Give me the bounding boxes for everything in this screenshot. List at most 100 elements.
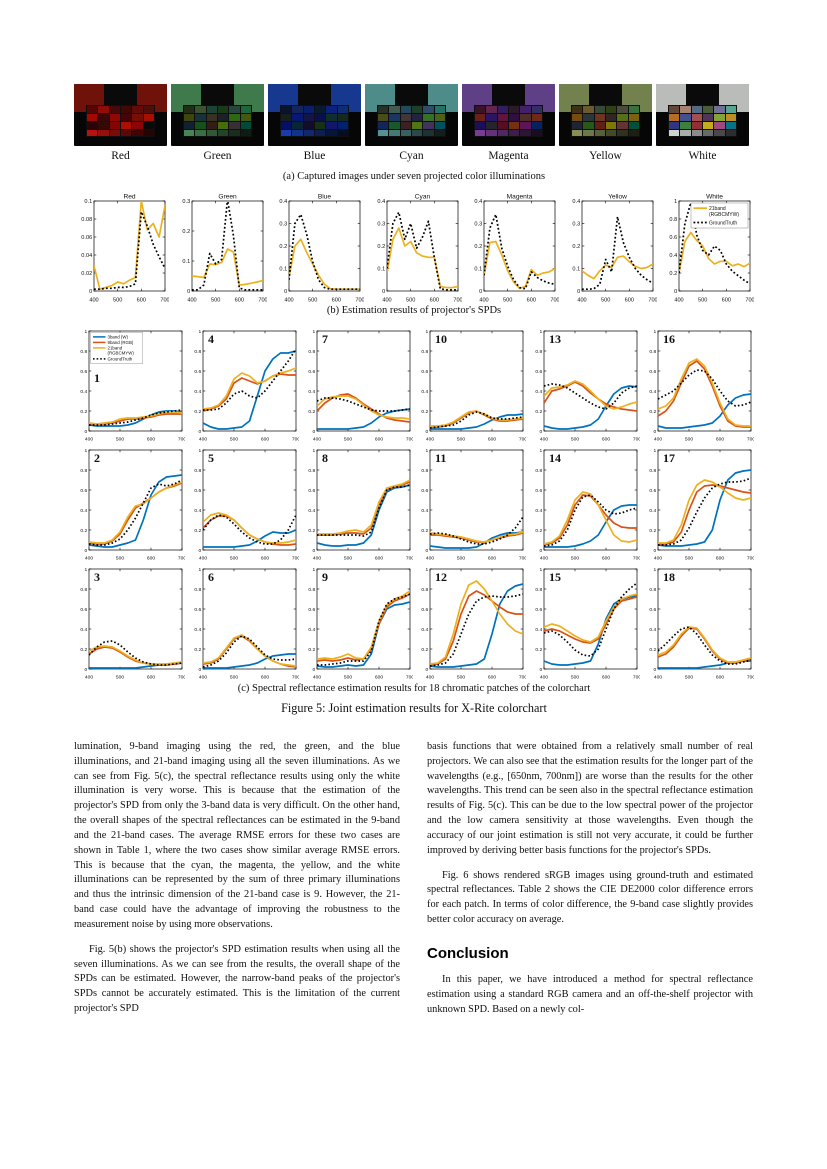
svg-text:0.4: 0.4 [194, 389, 201, 395]
reflectance-plot-4: 0 0.2 0.4 0.6 0.8 1 400 500 600 700 4 [194, 329, 299, 442]
chart-patch [531, 106, 542, 113]
svg-text:500: 500 [685, 437, 693, 443]
series-3band-w [544, 385, 638, 430]
chart-patch [400, 129, 411, 137]
series-groundtruth [430, 593, 524, 667]
svg-text:Red: Red [123, 194, 135, 201]
colorchecker-chart [474, 105, 543, 138]
chart-patch [132, 129, 143, 137]
chart-patch [87, 106, 98, 113]
svg-text:0.8: 0.8 [422, 587, 429, 593]
chart-patch [594, 106, 605, 113]
series-3band-w [316, 601, 410, 668]
series-21band [89, 411, 182, 425]
chart-patch [725, 106, 736, 113]
svg-text:0.4: 0.4 [572, 199, 580, 205]
svg-text:1: 1 [653, 567, 656, 573]
svg-text:0.4: 0.4 [80, 627, 87, 633]
svg-text:0.4: 0.4 [194, 508, 201, 514]
svg-text:0.6: 0.6 [649, 369, 656, 375]
chart-patch [240, 129, 251, 137]
svg-text:0.8: 0.8 [308, 587, 315, 593]
chart-patch [725, 113, 736, 121]
svg-text:0.8: 0.8 [194, 468, 201, 474]
svg-text:0.1: 0.1 [182, 259, 190, 265]
svg-text:0.8: 0.8 [80, 349, 87, 355]
chart-patch [669, 113, 680, 121]
series-3band-w [430, 583, 524, 668]
chart-patch [702, 106, 714, 113]
paragraph: Fig. 5(b) shows the projector's SPD esti… [74, 943, 400, 1015]
chart-patch [617, 129, 628, 137]
series-groundtruth [544, 582, 638, 657]
svg-text:500: 500 [116, 556, 124, 562]
series-3band-w [89, 474, 182, 548]
series-21band [316, 479, 410, 535]
spd-plot-blue: 0 0.1 0.2 0.3 0.4 400 500 600 700 Blue [279, 194, 364, 304]
svg-text:1: 1 [198, 567, 201, 573]
chart-patch [669, 129, 680, 137]
svg-text:0.2: 0.2 [536, 409, 543, 415]
series-21band [430, 410, 524, 427]
caption-c: (c) Spectral reflectance estimation resu… [237, 683, 591, 694]
series-9band-rgb [89, 646, 182, 666]
chart-patch [497, 106, 508, 113]
chart-patch [605, 129, 617, 137]
reflectance-plot-3: 0 0.2 0.4 0.6 0.8 1 400 500 600 700 3 [80, 567, 185, 680]
svg-text:700: 700 [160, 298, 169, 304]
svg-text:0.6: 0.6 [80, 369, 87, 375]
series-21band [316, 395, 410, 420]
chart-patch [508, 129, 520, 137]
svg-text:0.4: 0.4 [649, 627, 656, 633]
svg-text:0.6: 0.6 [194, 488, 201, 494]
chart-patch [229, 129, 240, 137]
photo-cell-yellow: Yellow [559, 84, 652, 162]
chart-patch [206, 121, 217, 129]
svg-text:0.8: 0.8 [194, 349, 201, 355]
svg-text:600: 600 [624, 298, 633, 304]
chart-patch [184, 129, 195, 137]
svg-text:0.8: 0.8 [536, 468, 543, 474]
chart-patch [281, 129, 292, 137]
svg-text:0: 0 [312, 429, 315, 435]
chart-patch [326, 113, 337, 121]
series-groundtruth [202, 514, 296, 545]
svg-text:700: 700 [292, 556, 299, 562]
chart-patch [475, 106, 486, 113]
chart-patch [389, 106, 400, 113]
svg-text:0: 0 [198, 429, 201, 435]
chart-patch [217, 121, 229, 129]
svg-text:0.3: 0.3 [572, 222, 580, 228]
svg-text:700: 700 [747, 437, 754, 443]
patch-number: 5 [208, 451, 214, 465]
chart-patch [628, 106, 639, 113]
svg-text:600: 600 [602, 437, 610, 443]
series-3band-w [316, 484, 410, 547]
svg-text:1: 1 [426, 567, 429, 573]
svg-text:400: 400 [426, 437, 434, 443]
series-21band [202, 367, 296, 410]
svg-text:Magenta: Magenta [507, 194, 533, 201]
chart-patch [98, 121, 109, 129]
figure-5-caption: Figure 5: Joint estimation results for X… [281, 701, 547, 715]
chart-patch [217, 106, 229, 113]
chart-patch [132, 121, 143, 129]
right-column: basis functions that were obtained from … [427, 740, 753, 1018]
patch-number: 13 [549, 332, 561, 346]
chart-patch [434, 113, 445, 121]
svg-text:0.4: 0.4 [194, 627, 201, 633]
photo-cell-cyan: Cyan [365, 84, 458, 162]
svg-text:0: 0 [284, 289, 287, 295]
svg-text:0.6: 0.6 [649, 488, 656, 494]
svg-text:500: 500 [405, 298, 414, 304]
chart-patch [217, 113, 229, 121]
chart-patch [691, 121, 702, 129]
chart-patch [120, 106, 132, 113]
svg-text:500: 500 [230, 675, 238, 681]
chart-patch [680, 106, 691, 113]
paragraph: Fig. 6 shows rendered sRGB images using … [427, 869, 753, 926]
chart-patch [475, 121, 486, 129]
chart-patch [617, 121, 628, 129]
svg-text:0.1: 0.1 [84, 199, 92, 205]
svg-text:0.6: 0.6 [649, 607, 656, 613]
